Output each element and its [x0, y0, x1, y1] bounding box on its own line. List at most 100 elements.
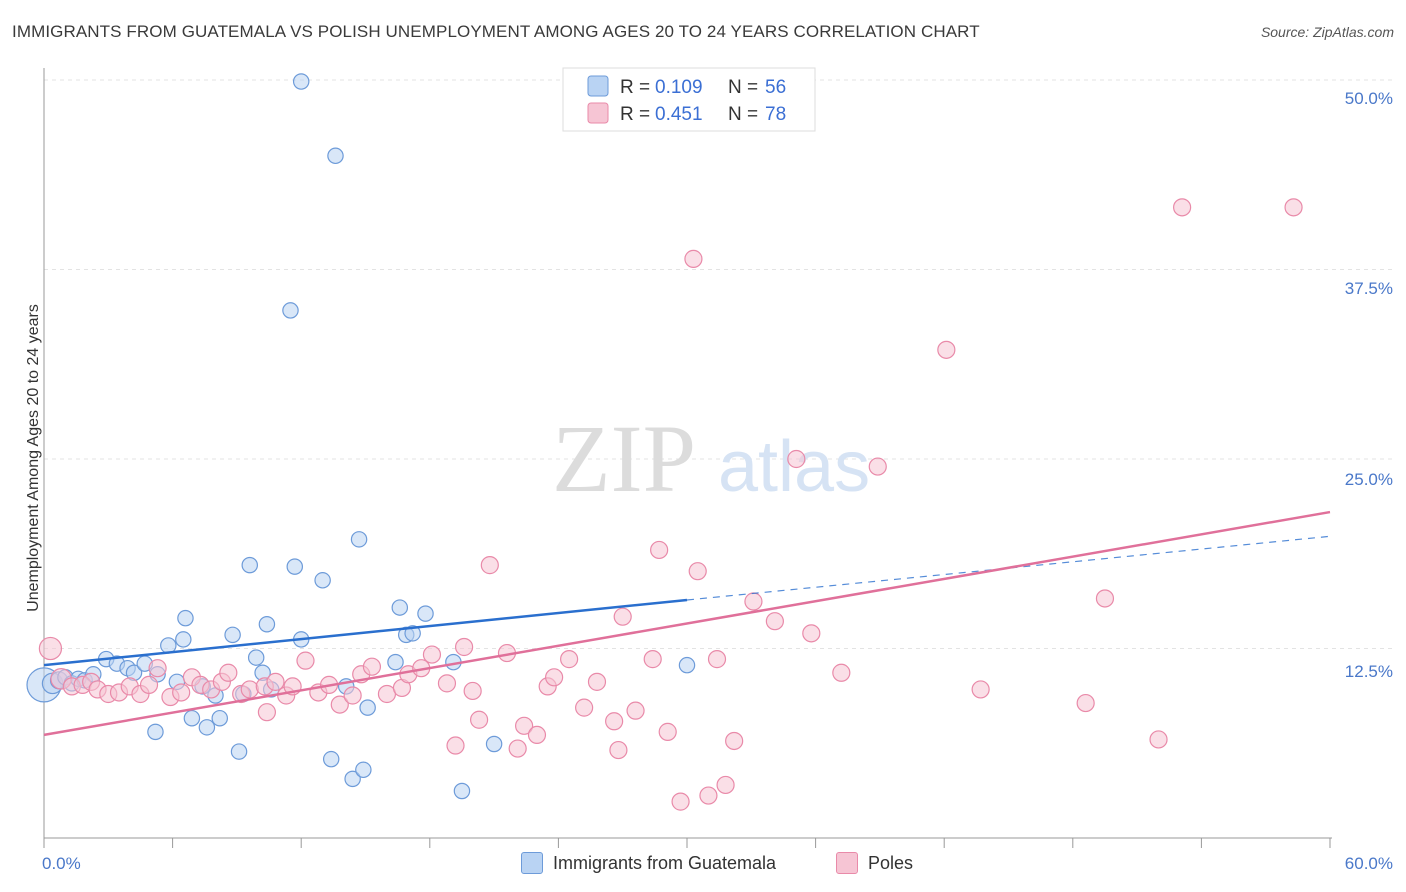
series-poles-points — [38, 198, 1303, 811]
guatemala-point-37 — [322, 750, 340, 768]
x-axis-ticks — [43, 838, 1331, 848]
poles-point-13 — [172, 683, 191, 702]
poles-point-59 — [658, 722, 677, 741]
gridlines — [44, 79, 1392, 649]
guatemala-point-48 — [417, 605, 434, 622]
poles-point-77 — [1149, 730, 1168, 749]
poles-point-73 — [937, 340, 956, 359]
poles-trend-line — [43, 510, 1331, 737]
guatemala-point-42 — [355, 761, 372, 779]
poles-point-65 — [716, 775, 735, 795]
guatemala-point-19 — [183, 709, 201, 727]
x-tick-label-0: 0.0% — [42, 854, 81, 873]
guatemala-point-40 — [344, 770, 361, 788]
guatemala-point-47 — [404, 625, 421, 642]
guatemala-point-45 — [391, 599, 409, 616]
poles-point-64 — [707, 650, 727, 669]
poles-point-43 — [480, 556, 499, 575]
bottom-legend-guatemala: Immigrants from Guatemala — [521, 852, 776, 874]
poles-point-78 — [1173, 198, 1192, 217]
poles-point-49 — [545, 668, 564, 687]
poles-point-76 — [1095, 589, 1115, 608]
guatemala-point-52 — [678, 656, 696, 674]
poles-point-18 — [219, 663, 238, 682]
guatemala-point-38 — [327, 147, 344, 165]
guatemala-point-32 — [282, 302, 299, 319]
poles-point-56 — [626, 701, 645, 720]
poles-point-10 — [139, 675, 159, 694]
poles-point-61 — [684, 249, 703, 268]
y-tick-label-37-5: 37.5% — [1345, 279, 1393, 298]
legend-n-value-pink: 78 — [765, 104, 786, 125]
guatemala-point-50 — [453, 782, 471, 800]
poles-point-40 — [454, 637, 474, 657]
poles-point-23 — [266, 672, 285, 691]
poles-point-52 — [587, 672, 607, 691]
watermark-zip: ZIP — [552, 405, 696, 512]
poles-point-30 — [343, 686, 362, 705]
guatemala-trend-line — [43, 598, 688, 667]
poles-point-37 — [422, 645, 442, 664]
poles-point-51 — [575, 698, 594, 717]
poles-point-62 — [688, 562, 707, 581]
guatemala-point-16 — [175, 631, 192, 648]
guatemala-point-41 — [350, 531, 368, 548]
poles-point-38 — [437, 674, 457, 693]
guatemala-point-21 — [198, 719, 216, 736]
bottom-legend-poles: Poles — [836, 852, 913, 874]
guatemala-point-27 — [241, 556, 259, 574]
legend-r-value-pink: 0.451 — [655, 104, 703, 125]
poles-point-20 — [240, 680, 259, 699]
trend-lines — [43, 510, 1331, 737]
poles-point-26 — [296, 651, 315, 670]
guatemala-point-33 — [286, 558, 304, 575]
poles-point-70 — [802, 624, 821, 643]
legend-n-value-blue: 56 — [765, 77, 786, 98]
poles-point-55 — [613, 607, 632, 626]
poles-point-79 — [1284, 198, 1303, 217]
legend-r-label-blue: R = — [620, 77, 650, 98]
legend-r-label-pink: R = — [620, 104, 650, 125]
poles-point-32 — [362, 657, 382, 676]
guatemala-point-36 — [314, 572, 331, 589]
poles-point-0 — [38, 636, 63, 661]
guatemala-point-18 — [147, 723, 164, 741]
bottom-legend-label-poles: Poles — [868, 852, 914, 873]
legend-n-label-pink: N = — [728, 104, 758, 125]
poles-point-50 — [560, 650, 579, 669]
legend-r-value-blue: 0.109 — [655, 77, 703, 98]
correlation-legend: R = 0.109 N = 56 R = 0.451 N = 78 — [562, 67, 816, 132]
chart-title: IMMIGRANTS FROM GUATEMALA VS POLISH UNEM… — [12, 22, 980, 41]
poles-point-72 — [868, 457, 887, 476]
poles-point-46 — [515, 716, 534, 735]
guatemala-point-30 — [258, 615, 276, 633]
guatemala-point-28 — [247, 649, 265, 666]
poles-point-71 — [832, 663, 851, 682]
guatemala-point-23 — [211, 709, 229, 727]
source-credit: Source: ZipAtlas.com — [1260, 24, 1394, 40]
poles-point-22 — [257, 703, 277, 722]
poles-point-41 — [463, 681, 482, 701]
guatemala-point-44 — [387, 653, 404, 671]
x-tick-label-60: 60.0% — [1345, 854, 1393, 873]
poles-point-75 — [1076, 693, 1095, 713]
y-axis-label: Unemployment Among Ages 20 to 24 years — [25, 304, 42, 612]
poles-point-57 — [643, 650, 662, 669]
guatemala-point-24 — [224, 626, 241, 644]
legend-n-label-blue: N = — [728, 77, 758, 98]
poles-point-69 — [787, 449, 806, 469]
poles-point-63 — [699, 786, 718, 805]
poles-point-60 — [671, 792, 690, 811]
poles-point-47 — [527, 725, 547, 745]
poles-point-68 — [765, 612, 784, 631]
legend-swatch-pink — [587, 102, 609, 124]
bottom-legend-swatch-blue — [521, 852, 543, 874]
guatemala-point-34 — [292, 73, 310, 90]
poles-point-39 — [446, 736, 465, 755]
guatemala-point-25 — [230, 743, 248, 760]
y-tick-label-50: 50.0% — [1345, 89, 1393, 108]
bottom-legend-label-guatemala: Immigrants from Guatemala — [553, 852, 777, 873]
poles-point-54 — [609, 740, 628, 760]
bottom-legend-swatch-pink — [836, 852, 858, 874]
poles-point-11 — [148, 659, 167, 678]
